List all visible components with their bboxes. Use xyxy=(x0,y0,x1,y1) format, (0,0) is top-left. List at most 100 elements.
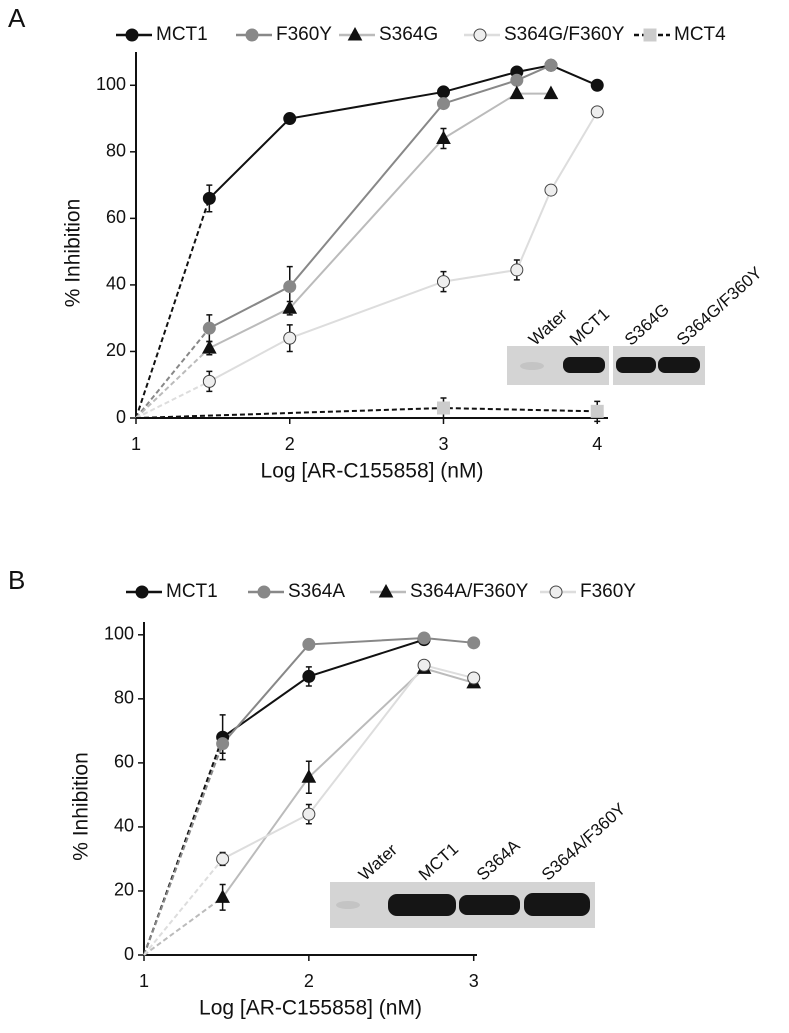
series-line xyxy=(208,92,551,350)
y-tick-label: 60 xyxy=(114,752,134,772)
legend-label: S364G/F360Y xyxy=(504,24,625,45)
legend-marker xyxy=(245,28,259,42)
legend-label: MCT1 xyxy=(166,581,218,602)
data-point xyxy=(201,340,217,354)
data-point xyxy=(510,73,524,87)
data-point xyxy=(202,374,216,388)
legend-marker xyxy=(257,585,271,599)
series-line xyxy=(221,637,474,745)
inset-label: MCT1 xyxy=(566,304,613,349)
legend-label: F360Y xyxy=(276,24,332,45)
legend-marker xyxy=(125,28,139,42)
legend-label: MCT4 xyxy=(674,24,726,45)
blot-a xyxy=(507,346,705,385)
x-tick-label: 3 xyxy=(438,434,448,454)
series-line xyxy=(222,638,425,739)
series-line-dashed xyxy=(135,347,211,419)
legend-marker xyxy=(378,583,394,598)
legend-marker xyxy=(473,28,487,42)
y-tick-label: 20 xyxy=(106,340,126,360)
data-point xyxy=(544,58,558,72)
data-point xyxy=(436,275,450,289)
series-line-dashed xyxy=(135,327,211,419)
x-axis-label: Log [AR-C155858] (nM) xyxy=(261,460,484,483)
y-tick-label: 0 xyxy=(124,944,134,964)
series-line-dashed xyxy=(135,198,211,419)
series-line-dashed xyxy=(143,736,224,956)
x-tick-label: 1 xyxy=(131,434,141,454)
series-line-dashed xyxy=(135,380,210,419)
y-tick-label: 40 xyxy=(106,274,126,294)
y-tick-label: 100 xyxy=(96,74,126,94)
data-point xyxy=(590,78,604,92)
data-point xyxy=(302,807,316,821)
data-point xyxy=(590,404,604,418)
data-point xyxy=(202,191,216,205)
legend-label: S364G xyxy=(379,24,438,45)
inset-label: S364A xyxy=(473,836,524,885)
series-line xyxy=(222,664,474,860)
data-point xyxy=(215,889,230,903)
legend-marker xyxy=(549,585,563,599)
data-point xyxy=(216,737,230,751)
series-line-dashed xyxy=(143,743,224,956)
y-tick-label: 20 xyxy=(114,880,134,900)
legend-label: S364A/F360Y xyxy=(410,581,529,602)
data-point xyxy=(436,401,450,415)
data-point xyxy=(282,300,298,314)
data-point xyxy=(510,263,524,277)
legend-marker xyxy=(347,26,363,41)
series-line-dashed xyxy=(143,858,224,956)
data-point xyxy=(436,85,450,99)
data-point xyxy=(509,85,525,100)
inset-label: MCT1 xyxy=(415,839,462,884)
inset-label: Water xyxy=(355,840,401,884)
legend-marker xyxy=(135,585,149,599)
data-point xyxy=(590,105,604,119)
x-axis-label: Log [AR-C155858] (nM) xyxy=(199,997,422,1020)
panel-label: B xyxy=(8,565,25,595)
series-line xyxy=(135,407,598,419)
legend-label: F360Y xyxy=(580,581,636,602)
y-tick-label: 100 xyxy=(104,624,134,644)
data-point xyxy=(283,280,297,294)
data-point xyxy=(302,637,316,651)
data-point xyxy=(301,769,317,783)
x-tick-label: 2 xyxy=(304,971,314,991)
data-point xyxy=(543,85,559,100)
data-point xyxy=(436,130,451,145)
legend-marker xyxy=(643,28,657,42)
data-point xyxy=(283,112,297,126)
legend-label: S364A xyxy=(288,581,345,602)
y-axis-label: % Inhibition xyxy=(70,752,93,861)
inset-label: S364A/F360Y xyxy=(538,799,629,884)
data-point xyxy=(417,631,431,645)
inset-label: S364G/F360Y xyxy=(673,263,766,349)
data-point xyxy=(467,636,481,650)
series-line xyxy=(208,64,598,200)
data-point xyxy=(216,852,230,866)
blot-b xyxy=(330,882,595,928)
data-point xyxy=(283,331,297,345)
series-line xyxy=(208,111,599,383)
data-point xyxy=(544,183,558,197)
data-point xyxy=(302,669,316,683)
series-line-dashed xyxy=(143,896,224,956)
panel-label: A xyxy=(8,3,26,33)
data-point xyxy=(467,671,481,685)
inset-label: Water xyxy=(525,305,571,349)
y-tick-label: 40 xyxy=(114,816,134,836)
data-point xyxy=(417,658,431,672)
data-point xyxy=(436,97,450,111)
data-point xyxy=(202,321,216,335)
x-tick-label: 3 xyxy=(469,971,479,991)
y-tick-label: 0 xyxy=(116,407,126,427)
legend-label: MCT1 xyxy=(156,24,208,45)
y-tick-label: 80 xyxy=(106,141,126,161)
inset-label: S364G xyxy=(621,300,673,350)
y-axis-label: % Inhibition xyxy=(62,199,85,308)
x-tick-label: 4 xyxy=(592,434,602,454)
y-tick-label: 80 xyxy=(114,688,134,708)
x-tick-label: 2 xyxy=(285,434,295,454)
